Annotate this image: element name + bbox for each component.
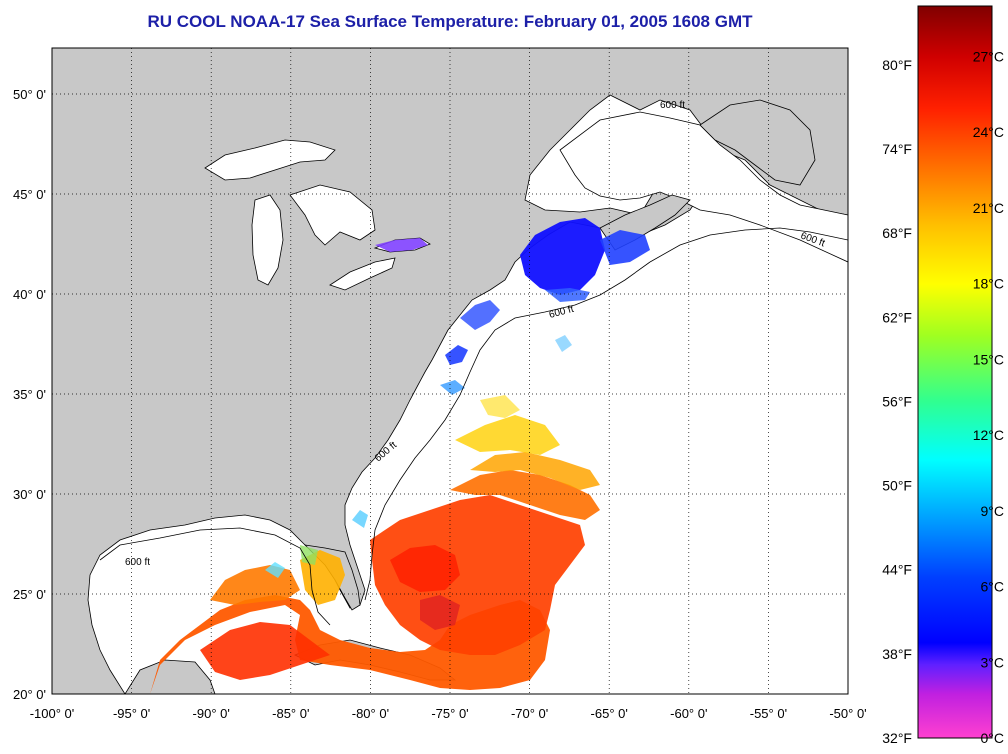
- lake-erie: [329, 257, 396, 291]
- longitude-tick-label: -60° 0': [670, 706, 707, 721]
- latitude-tick-label: 20° 0': [13, 687, 46, 702]
- colorbar-fahrenheit-tick: 38°F: [882, 646, 912, 662]
- longitude-tick-label: -70° 0': [511, 706, 548, 721]
- lake-superior: [204, 139, 336, 181]
- isobath-label: 600 ft: [660, 100, 685, 111]
- graticule: [52, 48, 848, 694]
- colorbar-fahrenheit-labels: 80°F 74°F 68°F 62°F 56°F 50°F 44°F 38°F 32°F: [882, 57, 912, 746]
- longitude-tick-label: -85° 0': [272, 706, 309, 721]
- land-newfoundland: [699, 99, 816, 186]
- latitude-axis: 20° 0' 25° 0' 30° 0' 35° 0' 40° 0' 45° 0' 50° …: [13, 87, 46, 702]
- longitude-tick-label: -100° 0': [30, 706, 75, 721]
- isobath-contours: [99, 227, 848, 626]
- colorbar-fahrenheit-tick: 62°F: [882, 309, 912, 325]
- colorbar-celsius-tick: 12°C: [973, 427, 1004, 443]
- longitude-axis: -100° 0' -95° 0' -90° 0' -85° 0' -80° 0' -75°…: [30, 706, 867, 721]
- latitude-tick-label: 25° 0': [13, 587, 46, 602]
- colorbar-fahrenheit-tick: 68°F: [882, 225, 912, 241]
- longitude-tick-label: -65° 0': [591, 706, 628, 721]
- lake-huron: [289, 184, 376, 246]
- latitude-tick-label: 30° 0': [13, 487, 46, 502]
- colorbar-celsius-tick: 0°C: [981, 730, 1005, 746]
- colorbar-celsius-tick: 27°C: [973, 48, 1004, 64]
- map-title: RU COOL NOAA-17 Sea Surface Temperature:…: [147, 12, 753, 31]
- latitude-tick-label: 40° 0': [13, 287, 46, 302]
- colorbar-fahrenheit-tick: 74°F: [882, 141, 912, 157]
- latitude-tick-label: 50° 0': [13, 87, 46, 102]
- map-panel: 600 ft 600 ft 600 ft 600 ft 600 ft: [52, 48, 848, 694]
- land-yucatan: [124, 659, 216, 694]
- latitude-tick-label: 35° 0': [13, 387, 46, 402]
- colorbar-celsius-tick: 3°C: [981, 654, 1005, 670]
- longitude-tick-label: -75° 0': [431, 706, 468, 721]
- colorbar-celsius-tick: 24°C: [973, 124, 1004, 140]
- colorbar-fahrenheit-tick: 56°F: [882, 393, 912, 409]
- colorbar: 27°C 24°C 21°C 18°C 15°C 12°C 9°C 6°C 3°C 0°C 80°…: [882, 5, 1004, 746]
- longitude-tick-label: -90° 0': [193, 706, 230, 721]
- colorbar-celsius-tick: 18°C: [973, 276, 1004, 292]
- colorbar-celsius-tick: 21°C: [973, 200, 1004, 216]
- lake-michigan: [251, 194, 284, 286]
- longitude-tick-label: -55° 0': [750, 706, 787, 721]
- colorbar-celsius-tick: 15°C: [973, 351, 1004, 367]
- sst-data: [150, 218, 650, 694]
- colorbar-fahrenheit-tick: 44°F: [882, 562, 912, 578]
- map-frame: [51, 47, 849, 695]
- longitude-tick-label: -80° 0': [352, 706, 389, 721]
- colorbar-fahrenheit-tick: 50°F: [882, 478, 912, 494]
- isobath-label: 600 ft: [125, 557, 150, 568]
- gulf-st-lawrence: [559, 111, 848, 263]
- longitude-tick-label: -95° 0': [113, 706, 150, 721]
- colorbar-celsius-labels: 27°C 24°C 21°C 18°C 15°C 12°C 9°C 6°C 3°C 0°C: [973, 48, 1004, 746]
- latitude-tick-label: 45° 0': [13, 187, 46, 202]
- colorbar-ramp: [917, 5, 993, 739]
- colorbar-fahrenheit-tick: 80°F: [882, 57, 912, 73]
- colorbar-celsius-tick: 9°C: [981, 503, 1005, 519]
- colorbar-fahrenheit-tick: 32°F: [882, 730, 912, 746]
- longitude-tick-label: -50° 0': [829, 706, 866, 721]
- colorbar-celsius-tick: 6°C: [981, 579, 1005, 595]
